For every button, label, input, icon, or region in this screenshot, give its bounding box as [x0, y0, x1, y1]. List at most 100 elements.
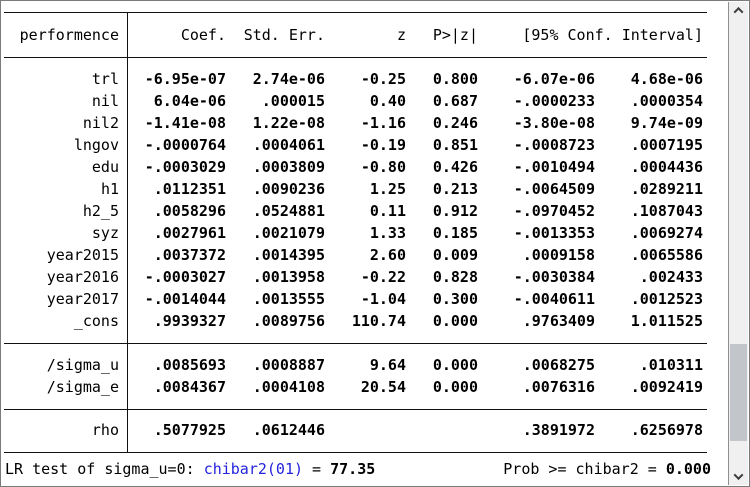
sigma-rows-section: /sigma_u .0085693 .0008887 9.64 0.000 .006827…: [4, 343, 707, 409]
cell-value: 1.33: [369, 224, 406, 242]
cell-value: .0007195: [630, 136, 703, 154]
cell-value: -1.04: [360, 290, 406, 308]
cell-value: .0000354: [630, 92, 703, 110]
cell-value: 0.185: [432, 224, 478, 242]
cell-value: 2.60: [369, 246, 406, 264]
table-row: lngov -.0000764 .0004061 -0.19 0.851 -.000872…: [4, 134, 707, 156]
scroll-down-button[interactable]: [729, 468, 748, 485]
row-label: year2016: [46, 268, 119, 286]
cell-value: 0.213: [432, 180, 478, 198]
row-label: nil2: [82, 114, 119, 132]
cell-value: .0090236: [252, 180, 325, 198]
cell-value: -0.22: [360, 268, 406, 286]
prob-value: 0.000: [665, 460, 711, 478]
cell-value: .0014395: [252, 246, 325, 264]
cell-value: .0076316: [522, 378, 595, 396]
table-row: year2016 -.0003027 .0013958 -0.22 0.828 -.003…: [4, 266, 707, 288]
cell-value: -.0014044: [144, 290, 226, 308]
cell-value: .0069274: [630, 224, 703, 242]
cell-value: 9.74e-09: [630, 114, 703, 132]
cell-value: -.0040611: [513, 290, 595, 308]
cell-value: .0058296: [153, 202, 226, 220]
cell-value: -0.25: [360, 70, 406, 88]
row-label: _cons: [73, 312, 119, 330]
cell-value: .0289211: [630, 180, 703, 198]
cell-value: 0.000: [432, 312, 478, 330]
table-row: year2017 -.0014044 .0013555 -1.04 0.300 -.004…: [4, 288, 707, 310]
row-label: /sigma_u: [46, 356, 119, 374]
lr-test-left: LR test of sigma_u=0: chibar2(01) = 77.3…: [5, 460, 375, 478]
col-header-coef: Coef.: [180, 26, 226, 44]
cell-value: .0003809: [252, 158, 325, 176]
cell-value: -.0010494: [513, 158, 595, 176]
scrollbar-thumb[interactable]: [730, 344, 747, 441]
row-label: lngov: [73, 136, 119, 154]
cell-value: 0.912: [432, 202, 478, 220]
cell-value: 1.011525: [630, 312, 703, 330]
cell-value: .5077925: [153, 421, 226, 439]
cell-value: 0.000: [432, 378, 478, 396]
col-header-z: z: [396, 26, 406, 44]
cell-value: -.0000764: [144, 136, 226, 154]
cell-value: .0008887: [252, 356, 325, 374]
cell-value: -.0013353: [513, 224, 595, 242]
cell-value: -.0064509: [513, 180, 595, 198]
cell-value: 0.426: [432, 158, 478, 176]
chevron-up-icon: [733, 6, 744, 17]
table-header-row: performence Coef. Std. Err. z P>|z| [95%…: [4, 26, 707, 44]
cell-value: .3891972: [522, 421, 595, 439]
cell-value: .0021079: [252, 224, 325, 242]
vertical-scrollbar[interactable]: [728, 2, 748, 485]
scroll-up-button[interactable]: [729, 2, 748, 19]
cell-value: 2.74e-06: [252, 70, 325, 88]
chibar-link[interactable]: chibar2(01): [203, 460, 304, 478]
cell-value: -.0000233: [513, 92, 595, 110]
lr-test-value: 77.35: [330, 460, 376, 478]
row-label: /sigma_e: [46, 378, 119, 396]
cell-value: .9939327: [153, 312, 226, 330]
cell-value: -.0970452: [513, 202, 595, 220]
cell-value: 6.04e-06: [153, 92, 226, 110]
cell-value: 9.64: [369, 356, 406, 374]
table-row: edu -.0003029 .0003809 -0.80 0.426 -.0010494.…: [4, 156, 707, 178]
cell-value: .0004108: [252, 378, 325, 396]
lr-test-label: LR test of sigma_u=0:: [5, 460, 204, 478]
cell-value: 0.009: [432, 246, 478, 264]
table-column-divider: [127, 12, 128, 453]
cell-value: 4.68e-06: [630, 70, 703, 88]
row-label: rho: [91, 421, 119, 439]
cell-value: 1.22e-08: [252, 114, 325, 132]
cell-value: .0112351: [153, 180, 226, 198]
cell-value: .0012523: [630, 290, 703, 308]
cell-value: -.0003027: [144, 268, 226, 286]
cell-value: .0612446: [252, 421, 325, 439]
row-label: edu: [91, 158, 119, 176]
cell-value: 0.851: [432, 136, 478, 154]
cell-value: 0.300: [432, 290, 478, 308]
coef-table: performence Coef. Std. Err. z P>|z| [95%…: [4, 12, 707, 453]
table-row: h1 .0112351 .0090236 1.25 0.213 -.0064509 .028…: [4, 178, 707, 200]
cell-value: .1087043: [630, 202, 703, 220]
cell-value: .0009158: [522, 246, 595, 264]
table-row: rho .5077925 .0612446 .3891972 .6256978: [4, 419, 707, 441]
cell-value: -0.19: [360, 136, 406, 154]
row-label: h2_5: [82, 202, 119, 220]
cell-value: .0037372: [153, 246, 226, 264]
cell-value: -1.16: [360, 114, 406, 132]
cell-value: .000015: [261, 92, 325, 110]
cell-value: -0.80: [360, 158, 406, 176]
row-label: h1: [100, 180, 119, 198]
cell-value: -6.07e-06: [513, 70, 595, 88]
cell-value: .0068275: [522, 356, 595, 374]
cell-value: .0089756: [252, 312, 325, 330]
table-row: trl -6.95e-07 2.74e-06 -0.25 0.800 -6.07e-06 4…: [4, 68, 707, 90]
row-label: trl: [91, 70, 119, 88]
row-label: year2015: [46, 246, 119, 264]
depvar-label: performence: [19, 26, 119, 44]
col-header-std-err: Std. Err.: [243, 26, 325, 44]
table-row: /sigma_u .0085693 .0008887 9.64 0.000 .006827…: [4, 354, 707, 376]
cell-value: 0.40: [369, 92, 406, 110]
cell-value: 0.687: [432, 92, 478, 110]
row-label: syz: [91, 224, 119, 242]
